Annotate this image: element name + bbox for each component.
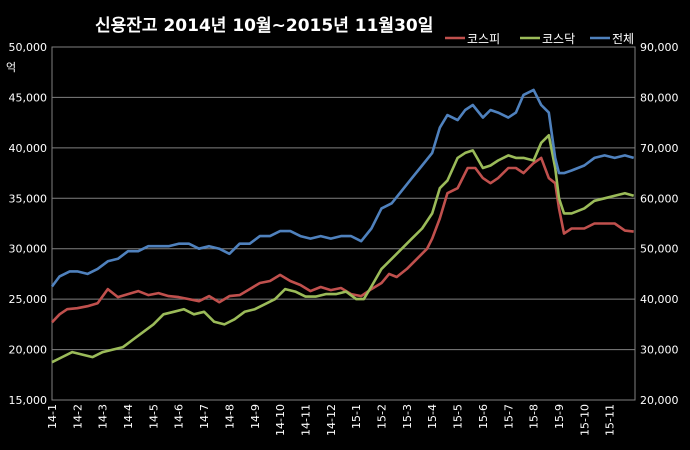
series-line-1 bbox=[51, 134, 635, 364]
y-right-tick-label: 30,000 bbox=[640, 344, 679, 357]
x-tick-label: 15-5 bbox=[452, 404, 465, 429]
y-left-tick-label: 40,000 bbox=[9, 142, 48, 155]
x-tick-label: 15-3 bbox=[401, 404, 414, 429]
legend-label: 코스닥 bbox=[542, 32, 575, 46]
y-left-tick-label: 15,000 bbox=[9, 394, 48, 407]
x-tick-label: 15-2 bbox=[376, 404, 389, 429]
y-right-tick-label: 70,000 bbox=[640, 142, 679, 155]
y-left-tick-label: 35,000 bbox=[9, 192, 48, 205]
series-line-2 bbox=[50, 88, 635, 288]
y-left-tick-label: 50,000 bbox=[9, 41, 48, 54]
chart-title: 신용잔고 2014년 10월~2015년 11월30일 bbox=[95, 16, 433, 36]
x-tick-label: 15-1 bbox=[350, 404, 363, 429]
y-axis-right: 20,000 30,000 40,000 50,000 60,000 70,000 80,0… bbox=[640, 41, 679, 407]
x-tick-label: 14-4 bbox=[122, 404, 135, 429]
x-tick-label: 14-3 bbox=[97, 404, 110, 429]
y-left-tick-label: 30,000 bbox=[9, 243, 48, 256]
x-tick-label: 15-6 bbox=[477, 404, 490, 429]
x-tick-label: 15-11 bbox=[604, 404, 617, 436]
y-left-tick-label: 45,000 bbox=[9, 91, 48, 104]
legend-label: 코스피 bbox=[467, 32, 500, 46]
y-right-tick-label: 50,000 bbox=[640, 243, 679, 256]
x-tick-label: 15-10 bbox=[578, 404, 591, 436]
x-tick-label: 14-2 bbox=[71, 404, 84, 429]
x-tick-label: 15-8 bbox=[528, 404, 541, 429]
y-unit-label: 억 bbox=[6, 61, 16, 74]
x-tick-label: 14-12 bbox=[325, 404, 338, 436]
x-tick-label: 14-11 bbox=[299, 404, 312, 436]
y-left-tick-label: 25,000 bbox=[9, 293, 48, 306]
x-tick-label: 15-9 bbox=[553, 404, 566, 429]
legend-label: 전체 bbox=[612, 32, 634, 46]
plot-area bbox=[51, 46, 636, 401]
series-lines bbox=[50, 88, 635, 364]
x-tick-label: 15-4 bbox=[426, 404, 439, 429]
y-left-tick-label: 20,000 bbox=[9, 344, 48, 357]
y-right-tick-label: 60,000 bbox=[640, 192, 679, 205]
y-right-tick-label: 20,000 bbox=[640, 394, 679, 407]
x-tick-label: 14-5 bbox=[147, 404, 160, 429]
x-tick-label: 14-1 bbox=[46, 404, 59, 429]
y-axis-left: 15,000 20,000 25,000 30,000 35,000 40,000 45,0… bbox=[9, 41, 48, 407]
x-axis: 14-1 14-2 14-3 14-4 14-5 14-6 14-7 14-8 14-9 14-1… bbox=[46, 404, 617, 436]
y-right-tick-label: 80,000 bbox=[640, 91, 679, 104]
x-tick-label: 14-8 bbox=[223, 404, 236, 429]
grid-lines bbox=[52, 96, 635, 351]
x-tick-label: 14-6 bbox=[173, 404, 186, 429]
y-right-tick-label: 40,000 bbox=[640, 293, 679, 306]
x-tick-label: 14-9 bbox=[249, 404, 262, 429]
legend: 코스피 코스닥 전체 bbox=[445, 32, 634, 46]
x-tick-label: 14-10 bbox=[274, 404, 287, 436]
x-tick-label: 15-7 bbox=[502, 404, 515, 429]
x-tick-label: 14-7 bbox=[198, 404, 211, 429]
y-right-tick-label: 90,000 bbox=[640, 41, 679, 54]
